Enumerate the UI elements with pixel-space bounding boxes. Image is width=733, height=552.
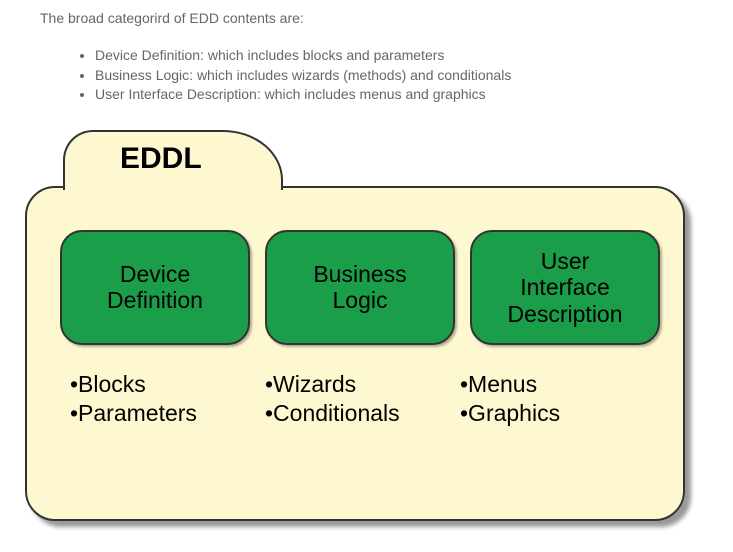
sub-column-business: •Wizards •Conditionals — [265, 370, 460, 428]
sub-column-device: •Blocks •Parameters — [70, 370, 265, 428]
sub-item: •Conditionals — [265, 399, 460, 428]
bullet-item: Device Definition: which includes blocks… — [95, 46, 693, 66]
card-line: Interface — [520, 274, 610, 300]
sub-item: •Blocks — [70, 370, 265, 399]
card-line: Definition — [107, 287, 203, 313]
sub-item: •Parameters — [70, 399, 265, 428]
bullet-list: Device Definition: which includes blocks… — [95, 46, 693, 105]
bullet-item: Business Logic: which includes wizards (… — [95, 66, 693, 86]
cards-row: Device Definition Business Logic User In… — [60, 230, 660, 345]
sub-item: •Wizards — [265, 370, 460, 399]
card-line: Device — [120, 261, 190, 287]
card-line: Business — [313, 261, 406, 287]
diagram-title: EDDL — [120, 142, 202, 176]
card-line: Logic — [333, 287, 388, 313]
eddl-diagram: EDDL Device Definition Business Logic Us… — [25, 130, 685, 525]
bullet-item: User Interface Description: which includ… — [95, 85, 693, 105]
card-business-logic: Business Logic — [265, 230, 455, 345]
card-line: Description — [507, 301, 622, 327]
card-device-definition: Device Definition — [60, 230, 250, 345]
intro-text: The broad categorird of EDD contents are… — [40, 10, 693, 26]
card-user-interface-description: User Interface Description — [470, 230, 660, 345]
sub-lists: •Blocks •Parameters •Wizards •Conditiona… — [70, 370, 640, 428]
folder-tab-cover — [65, 182, 255, 192]
card-line: User — [541, 248, 590, 274]
sub-item: •Graphics — [460, 399, 640, 428]
sub-column-user-interface: •Menus •Graphics — [460, 370, 640, 428]
sub-item: •Menus — [460, 370, 640, 399]
